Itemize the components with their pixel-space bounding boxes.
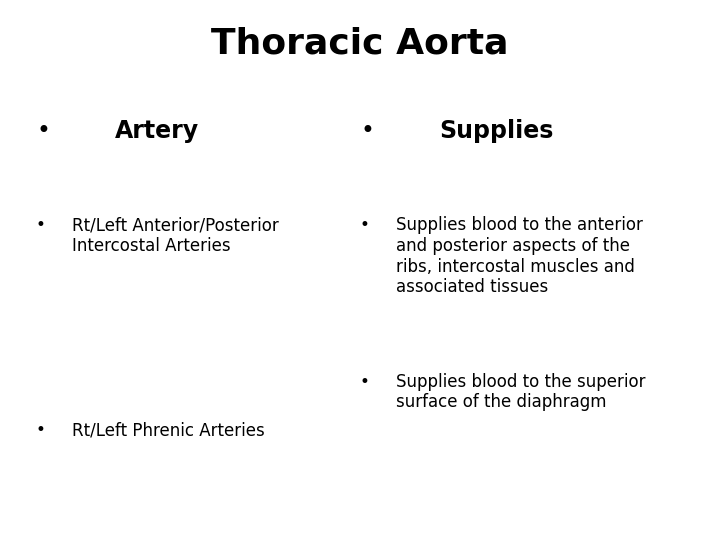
- Text: •: •: [36, 421, 46, 439]
- Text: Artery: Artery: [115, 119, 199, 143]
- Text: Supplies blood to the superior
surface of the diaphragm: Supplies blood to the superior surface o…: [396, 373, 646, 411]
- Text: •: •: [360, 373, 370, 390]
- Text: •: •: [360, 216, 370, 234]
- Text: Supplies: Supplies: [439, 119, 554, 143]
- Text: •: •: [360, 119, 374, 143]
- Text: Rt/Left Phrenic Arteries: Rt/Left Phrenic Arteries: [72, 421, 265, 439]
- Text: •: •: [36, 216, 46, 234]
- Text: Supplies blood to the anterior
and posterior aspects of the
ribs, intercostal mu: Supplies blood to the anterior and poste…: [396, 216, 643, 296]
- Text: •: •: [36, 119, 50, 143]
- Text: Rt/Left Anterior/Posterior
Intercostal Arteries: Rt/Left Anterior/Posterior Intercostal A…: [72, 216, 279, 255]
- Text: Thoracic Aorta: Thoracic Aorta: [211, 27, 509, 61]
